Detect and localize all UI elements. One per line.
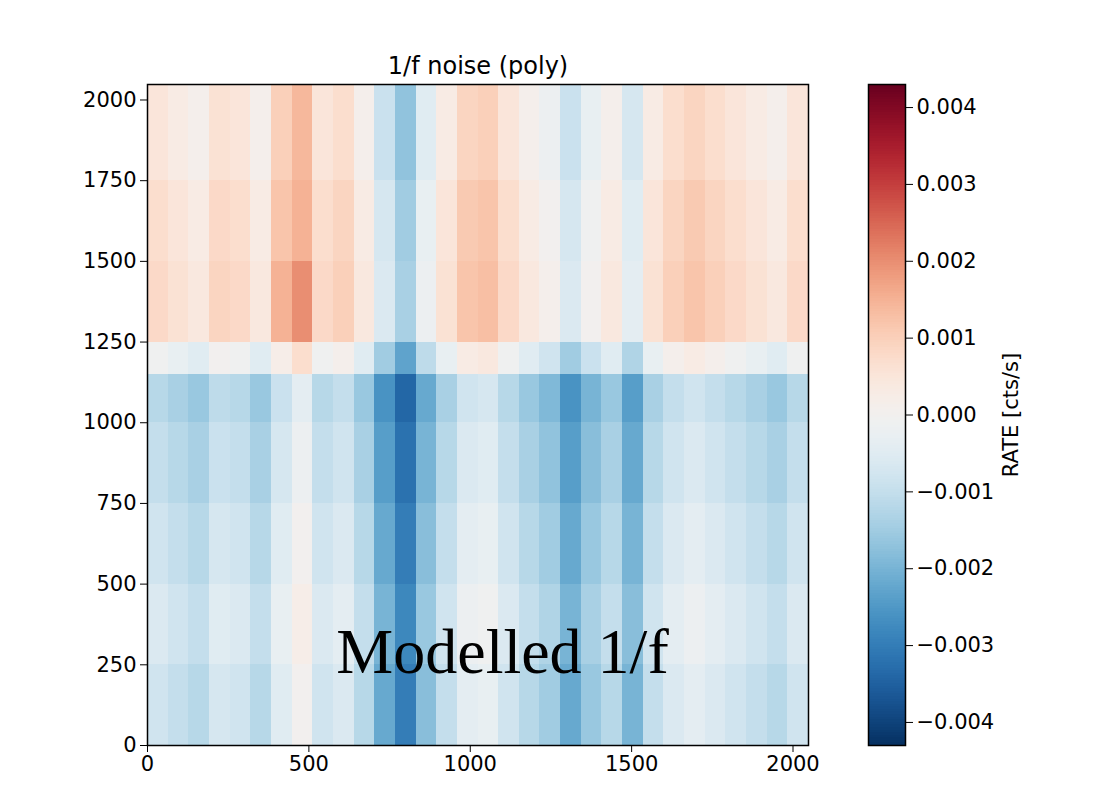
svg-text:1000: 1000 bbox=[83, 410, 136, 434]
svg-text:0.002: 0.002 bbox=[917, 249, 977, 273]
svg-text:500: 500 bbox=[96, 572, 136, 596]
svg-text:0.000: 0.000 bbox=[917, 403, 977, 427]
svg-text:500: 500 bbox=[289, 752, 329, 776]
svg-text:0: 0 bbox=[141, 752, 154, 776]
svg-text:250: 250 bbox=[96, 653, 136, 677]
svg-text:1500: 1500 bbox=[83, 249, 136, 273]
svg-text:2000: 2000 bbox=[83, 88, 136, 112]
svg-text:−0.003: −0.003 bbox=[917, 633, 995, 657]
svg-text:750: 750 bbox=[96, 491, 136, 515]
svg-text:1250: 1250 bbox=[83, 330, 136, 354]
svg-text:2000: 2000 bbox=[766, 752, 819, 776]
svg-text:−0.004: −0.004 bbox=[917, 710, 995, 734]
svg-text:1750: 1750 bbox=[83, 168, 136, 192]
svg-text:1000: 1000 bbox=[444, 752, 497, 776]
svg-text:1/f noise (poly): 1/f noise (poly) bbox=[388, 52, 568, 80]
svg-text:0.004: 0.004 bbox=[917, 95, 977, 119]
svg-text:RATE [cts/s]: RATE [cts/s] bbox=[999, 353, 1023, 477]
svg-text:0.001: 0.001 bbox=[917, 326, 977, 350]
svg-text:−0.001: −0.001 bbox=[917, 480, 995, 504]
svg-text:0: 0 bbox=[123, 733, 136, 757]
svg-text:Modelled 1/f: Modelled 1/f bbox=[336, 616, 669, 687]
svg-text:−0.002: −0.002 bbox=[917, 556, 995, 580]
svg-text:0.003: 0.003 bbox=[917, 172, 977, 196]
svg-text:1500: 1500 bbox=[605, 752, 658, 776]
